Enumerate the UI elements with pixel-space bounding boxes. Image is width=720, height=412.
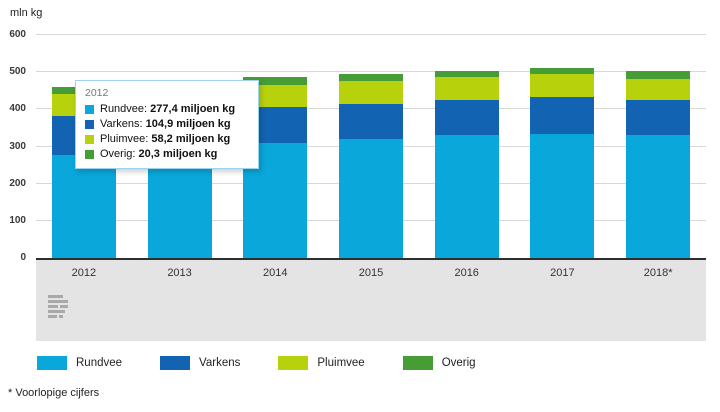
legend-swatch-icon — [402, 356, 433, 370]
legend-swatch-icon — [37, 356, 67, 370]
y-tick-label: 200 — [9, 177, 26, 189]
tooltip-row-text: Pluimvee: 58,2 miljoen kg — [100, 133, 231, 145]
bar-segment-rundvee[interactable] — [51, 154, 116, 258]
legend-item-rundvee[interactable]: Rundvee — [37, 356, 122, 370]
y-axis-title: mln kg — [10, 7, 43, 19]
bar-2018[interactable] — [626, 71, 691, 258]
y-axis-labels: 0 100 200 300 400 500 600 — [0, 29, 31, 263]
bar-segment-overig[interactable] — [339, 74, 403, 81]
x-tick-label: 2017 — [550, 267, 575, 279]
tooltip-rows: Rundvee: 277,4 miljoen kg Varkens: 104,9 … — [85, 103, 249, 160]
tooltip-row-text: Rundvee: 277,4 miljoen kg — [100, 103, 236, 115]
x-tick-label: 2014 — [263, 267, 288, 279]
tooltip-row-text: Overig: 20,3 miljoen kg — [100, 148, 218, 160]
tooltip-row: Varkens: 104,9 miljoen kg — [85, 118, 249, 130]
bar-segment-rundvee[interactable] — [626, 135, 691, 258]
bar-segment-pluimvee[interactable] — [339, 80, 403, 104]
x-tick-label: 2012 — [71, 267, 97, 279]
bar-segment-overig[interactable] — [530, 67, 595, 75]
x-axis-band: 2012 2013 2014 2015 2016 2017 2018* — [36, 260, 706, 341]
bar-segment-overig[interactable] — [434, 71, 499, 78]
bar-segment-pluimvee[interactable] — [626, 78, 691, 101]
bar-segment-pluimvee[interactable] — [243, 85, 308, 107]
bar-segment-rundvee[interactable] — [434, 135, 499, 258]
tooltip-row: Overig: 20,3 miljoen kg — [85, 148, 249, 160]
tooltip: 2012 Rundvee: 277,4 miljoen kg Varkens: 1… — [75, 80, 259, 169]
bar-segment-varkens[interactable] — [434, 100, 499, 136]
bar-segment-pluimvee[interactable] — [530, 74, 595, 98]
legend-label: Pluimvee — [317, 357, 365, 369]
series-swatch-icon — [85, 149, 94, 159]
legend-swatch-icon — [160, 356, 191, 370]
bar-segment-varkens[interactable] — [339, 103, 403, 140]
legend-item-varkens[interactable]: Varkens — [160, 356, 240, 370]
bar-segment-rundvee[interactable] — [339, 139, 403, 258]
cbs-logo-icon — [46, 293, 74, 330]
bar-2016[interactable] — [434, 71, 499, 258]
footnote: * Voorlopige cijfers — [8, 387, 100, 399]
bar-segment-rundvee[interactable] — [530, 133, 595, 258]
legend-item-overig[interactable]: Overig — [402, 356, 476, 370]
bar-2015[interactable] — [339, 74, 403, 258]
bar-segment-varkens[interactable] — [626, 100, 691, 136]
legend-label: Rundvee — [76, 357, 123, 369]
tooltip-row: Pluimvee: 58,2 miljoen kg — [85, 133, 249, 145]
x-tick-label: 2018* — [643, 267, 673, 279]
bar-segment-overig[interactable] — [626, 71, 691, 79]
x-tick-label: 2013 — [167, 267, 192, 279]
legend-swatch-icon — [278, 356, 309, 370]
x-tick-label: 2015 — [358, 267, 384, 279]
y-tick-label: 300 — [9, 140, 26, 152]
series-swatch-icon — [85, 134, 94, 144]
legend-label: Varkens — [199, 357, 241, 369]
bar-2017[interactable] — [530, 67, 595, 258]
tooltip-row: Rundvee: 277,4 miljoen kg — [85, 103, 249, 115]
y-tick-label: 0 — [20, 252, 26, 263]
bar-segment-overig[interactable] — [243, 77, 308, 86]
bar-segment-pluimvee[interactable] — [434, 77, 499, 101]
legend-item-pluimvee[interactable]: Pluimvee — [278, 356, 365, 370]
bar-segment-varkens[interactable] — [530, 97, 595, 134]
y-tick-label: 100 — [9, 214, 26, 226]
series-swatch-icon — [85, 104, 94, 114]
y-tick-label: 600 — [9, 29, 26, 40]
series-swatch-icon — [85, 119, 94, 129]
x-tick-label: 2016 — [454, 267, 479, 279]
tooltip-row-text: Varkens: 104,9 miljoen kg — [100, 118, 231, 130]
y-tick-label: 400 — [9, 103, 26, 115]
legend-label: Overig — [441, 357, 476, 369]
y-tick-label: 500 — [9, 66, 26, 78]
gridline — [36, 71, 706, 73]
tooltip-title: 2012 — [85, 87, 109, 99]
gridline — [36, 34, 706, 35]
legend: Rundvee Varkens Pluimvee Overig — [37, 356, 514, 370]
